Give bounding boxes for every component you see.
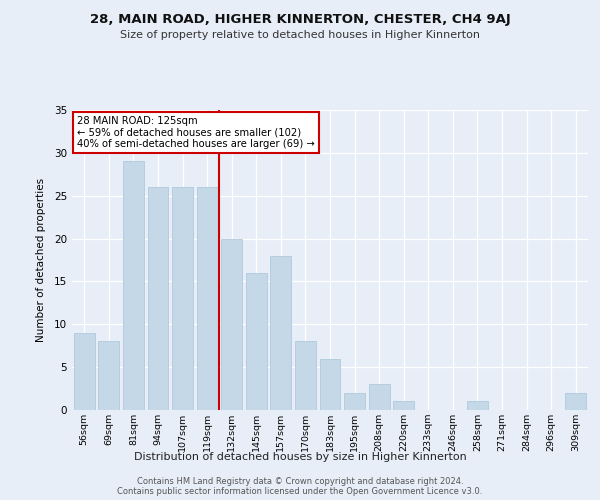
Text: Size of property relative to detached houses in Higher Kinnerton: Size of property relative to detached ho… bbox=[120, 30, 480, 40]
Bar bbox=[74, 333, 95, 410]
Bar bbox=[295, 342, 316, 410]
Bar bbox=[467, 402, 488, 410]
Bar bbox=[565, 393, 586, 410]
Bar bbox=[172, 187, 193, 410]
Bar bbox=[368, 384, 389, 410]
Bar bbox=[393, 402, 414, 410]
Bar bbox=[148, 187, 169, 410]
Text: Distribution of detached houses by size in Higher Kinnerton: Distribution of detached houses by size … bbox=[134, 452, 466, 462]
Bar bbox=[271, 256, 292, 410]
Text: 28, MAIN ROAD, HIGHER KINNERTON, CHESTER, CH4 9AJ: 28, MAIN ROAD, HIGHER KINNERTON, CHESTER… bbox=[89, 12, 511, 26]
Text: Contains HM Land Registry data © Crown copyright and database right 2024.: Contains HM Land Registry data © Crown c… bbox=[137, 476, 463, 486]
Bar bbox=[320, 358, 340, 410]
Y-axis label: Number of detached properties: Number of detached properties bbox=[35, 178, 46, 342]
Bar bbox=[344, 393, 365, 410]
Text: 28 MAIN ROAD: 125sqm
← 59% of detached houses are smaller (102)
40% of semi-deta: 28 MAIN ROAD: 125sqm ← 59% of detached h… bbox=[77, 116, 315, 149]
Text: Contains public sector information licensed under the Open Government Licence v3: Contains public sector information licen… bbox=[118, 486, 482, 496]
Bar bbox=[197, 187, 218, 410]
Bar bbox=[221, 238, 242, 410]
Bar bbox=[246, 273, 267, 410]
Bar bbox=[123, 162, 144, 410]
Bar bbox=[98, 342, 119, 410]
